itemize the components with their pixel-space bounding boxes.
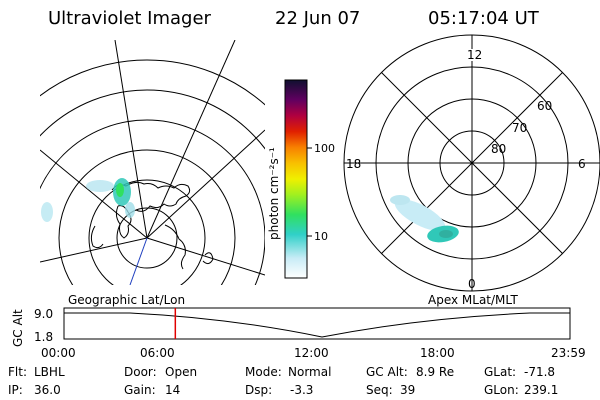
page-title: Ultraviolet Imager xyxy=(48,8,211,29)
aurora-blob xyxy=(116,183,124,197)
mlt-diagonal xyxy=(381,72,563,254)
aurora-blob xyxy=(125,202,135,218)
mlt-label-12: 12 xyxy=(467,48,482,62)
info-glon-value: 239.1 xyxy=(524,383,558,397)
info-ip-key: IP: xyxy=(8,383,23,397)
meridian-line xyxy=(146,40,236,239)
coastline-outline xyxy=(202,252,214,265)
mlt-label-18: 18 xyxy=(346,157,361,171)
lat-circle xyxy=(88,179,206,285)
info-row-2: IP: 36.0 Gain: 14 Dsp: -3.3 Seq: 39 GLon… xyxy=(8,383,558,397)
info-mode-key: Mode: xyxy=(245,365,282,379)
colorbar-tick-label: 100 xyxy=(314,142,335,155)
aurora-blob xyxy=(390,195,410,205)
mlat-label-60: 60 xyxy=(537,99,552,113)
time-label: 05:17:04 UT xyxy=(428,8,539,29)
info-seq-key: Seq: xyxy=(366,383,393,397)
info-mode-value: Normal xyxy=(288,365,331,379)
info-flt-value: LBHL xyxy=(34,365,65,379)
colorbar-tick-label: 10 xyxy=(314,230,328,243)
coastline-outline xyxy=(111,181,191,212)
info-gcalt-key: GC Alt: xyxy=(366,365,408,379)
timeline-xtick: 18:00 xyxy=(420,346,455,360)
coastline-outline xyxy=(90,225,104,249)
aurora-blob xyxy=(41,202,53,222)
altitude-curve xyxy=(64,312,570,338)
geographic-map xyxy=(40,40,265,285)
info-ip-value: 36.0 xyxy=(34,383,61,397)
lat-circle xyxy=(40,119,265,285)
timeline-ytick: 9.0 xyxy=(34,307,53,321)
date-label: 22 Jun 07 xyxy=(275,8,361,29)
info-glon-key: GLon: xyxy=(484,383,519,397)
mlt-label-bg xyxy=(466,49,480,61)
info-gain-value: 14 xyxy=(165,383,180,397)
info-gain-key: Gain: xyxy=(124,383,156,397)
info-door-key: Door: xyxy=(124,365,157,379)
coastline-outline xyxy=(164,224,186,270)
timeline-ytick: 1.8 xyxy=(34,330,53,344)
mlt-label-6: 6 xyxy=(578,157,586,171)
timeline-ylabel: GC Alt xyxy=(11,309,25,347)
timeline-xtick: 23:59 xyxy=(551,346,586,360)
aurora-blob xyxy=(86,180,114,192)
meridian-line xyxy=(114,40,148,239)
timeline-xtick: 12:00 xyxy=(294,346,329,360)
terminator-line xyxy=(129,237,148,285)
mlat-label-70: 70 xyxy=(512,121,527,135)
lat-circle xyxy=(116,207,178,269)
lat-circle xyxy=(40,89,265,150)
timeline-frame xyxy=(63,307,571,340)
geographic-caption: Geographic Lat/Lon xyxy=(68,293,185,307)
info-flt-key: Flt: xyxy=(8,365,27,379)
meridian-line xyxy=(40,237,148,263)
info-dsp-key: Dsp: xyxy=(245,383,272,397)
colorbar xyxy=(284,79,308,279)
info-dsp-value: -3.3 xyxy=(290,383,313,397)
info-glat-value: -71.8 xyxy=(524,365,555,379)
info-gcalt-value: 8.9 Re xyxy=(416,365,454,379)
colorbar-unit-label: photon cm⁻²s⁻¹ xyxy=(267,147,281,240)
meridian-line xyxy=(146,129,265,239)
lat-circle xyxy=(40,59,265,106)
timeline-xtick: 06:00 xyxy=(140,346,175,360)
lat-circle xyxy=(58,149,236,285)
apex-caption: Apex MLat/MLT xyxy=(428,293,518,307)
aurora-blob xyxy=(394,199,446,231)
info-seq-value: 39 xyxy=(400,383,415,397)
info-glat-key: GLat: xyxy=(484,365,516,379)
mlt-label-0: 0 xyxy=(468,277,476,291)
aurora-blob xyxy=(439,230,453,238)
polar-plot xyxy=(343,34,600,292)
info-row-1: Flt: LBHL Door: Open Mode: Normal GC Alt… xyxy=(8,365,555,379)
timeline-xtick: 00:00 xyxy=(41,346,76,360)
mlat-label-80: 80 xyxy=(491,142,506,156)
info-door-value: Open xyxy=(165,365,197,379)
meridian-line xyxy=(40,149,148,239)
polar-aurora xyxy=(390,195,459,243)
aurora-emission xyxy=(41,178,135,222)
meridian-line xyxy=(146,237,265,276)
